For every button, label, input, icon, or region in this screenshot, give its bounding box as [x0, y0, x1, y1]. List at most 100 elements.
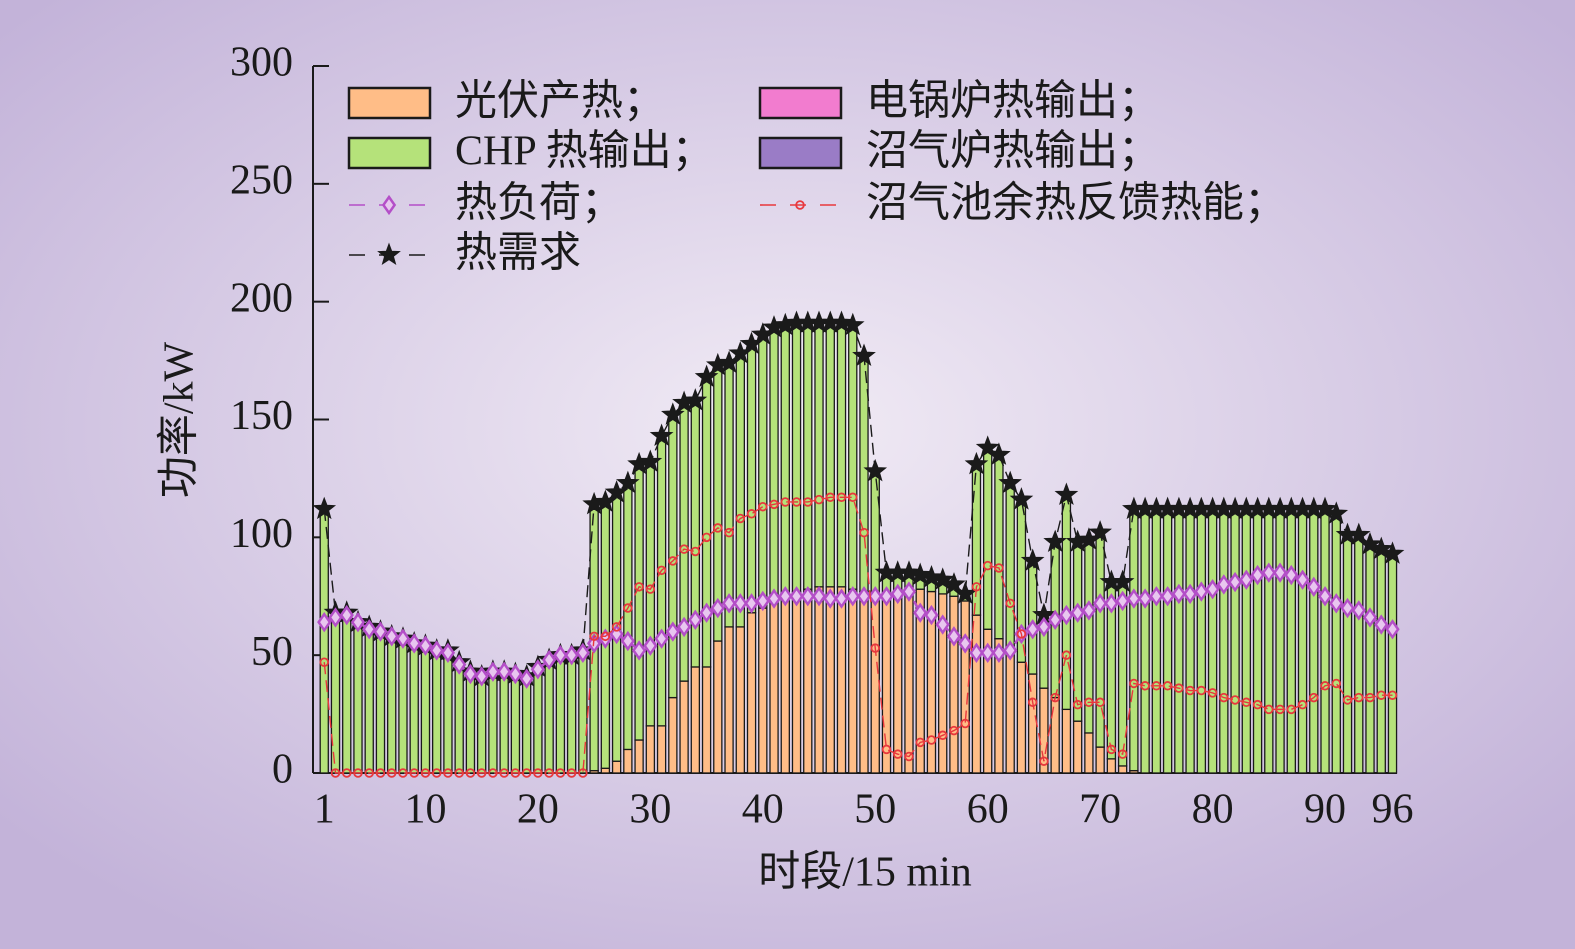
line-marker: [1061, 650, 1072, 660]
bar-segment: [1331, 513, 1341, 774]
bar-segment: [701, 666, 712, 774]
line-marker: [1162, 681, 1173, 691]
line-marker: [631, 640, 647, 661]
x-tick-label: 10: [404, 787, 446, 833]
line-marker: [409, 768, 419, 778]
line-marker: [1016, 629, 1027, 639]
bar-segment: [1241, 508, 1252, 774]
x-tick-label: 30: [629, 787, 671, 833]
line-marker: [769, 499, 779, 510]
line-marker: [1036, 616, 1052, 638]
bar-segment: [454, 661, 464, 774]
line-marker: [814, 494, 824, 505]
bar-segment: [1174, 508, 1184, 774]
x-tick-label: 90: [1304, 787, 1346, 833]
bar-segment: [836, 322, 847, 588]
line-marker: [1137, 588, 1153, 609]
line-marker: [1275, 704, 1285, 715]
line-marker: [1126, 588, 1141, 609]
line-marker: [690, 546, 701, 557]
bar-segment: [949, 595, 959, 774]
line-marker: [1313, 496, 1337, 520]
bar-segment: [420, 645, 431, 774]
line-marker: [476, 768, 487, 778]
line-marker: [870, 643, 880, 653]
line-marker: [946, 626, 962, 647]
line-marker: [969, 642, 984, 663]
bar-segment: [342, 612, 352, 774]
line-marker: [1070, 602, 1085, 623]
bar-segment: [443, 649, 453, 774]
bar-segment: [1365, 543, 1375, 774]
line-marker: [1295, 569, 1310, 590]
line-marker: [780, 497, 791, 507]
line-marker: [1050, 692, 1060, 703]
bar-segment: [1095, 746, 1105, 774]
legend-swatch: [758, 86, 843, 120]
bar-segment: [1320, 508, 1330, 774]
line-marker: [1009, 487, 1034, 510]
line-marker: [791, 497, 802, 507]
line-marker: [823, 588, 838, 609]
line-marker: [1374, 614, 1389, 635]
line-marker: [1171, 583, 1186, 605]
line-marker: [553, 644, 568, 666]
line-marker: [407, 633, 422, 654]
bar-segment: [387, 635, 397, 774]
line-marker: [879, 586, 894, 607]
line-marker: [497, 661, 512, 682]
bar-segment: [1309, 508, 1319, 774]
line-marker: [982, 560, 993, 571]
line-marker: [1331, 678, 1342, 689]
bar-segment: [1264, 508, 1274, 774]
line-marker: [431, 768, 442, 778]
line-marker: [901, 581, 917, 602]
line-marker: [829, 310, 854, 333]
line-marker: [994, 563, 1004, 573]
line-marker: [1104, 593, 1119, 614]
bar-segment: [623, 748, 633, 774]
legend-label: 光伏产热；: [455, 79, 665, 125]
line-marker: [980, 642, 995, 663]
line-marker: [935, 614, 950, 635]
bar-segment: [578, 649, 588, 774]
line-marker: [566, 768, 577, 778]
bar-segment: [1230, 508, 1240, 774]
bar-segment: [1061, 708, 1072, 774]
bar-segment: [1106, 758, 1117, 774]
line-marker: [398, 768, 408, 778]
bar-segment: [510, 673, 521, 774]
bar-segment: [1005, 482, 1015, 652]
line-marker: [616, 470, 640, 494]
line-marker: [1182, 583, 1198, 605]
line-marker: [1340, 597, 1355, 619]
bar-segment: [836, 586, 847, 774]
bar-segment: [566, 654, 577, 774]
legend-swatch: [347, 86, 432, 120]
line-marker: [328, 607, 343, 628]
line-marker: [1129, 678, 1139, 689]
line-marker: [930, 567, 955, 590]
legend-label: 电锅炉热输出；: [866, 79, 1160, 125]
line-marker: [508, 663, 523, 685]
bar-segment: [982, 447, 993, 630]
line-marker: [1261, 562, 1276, 583]
line-marker: [1151, 681, 1162, 691]
bar-segment: [780, 595, 790, 774]
bar-segment: [1354, 534, 1364, 774]
bar-segment: [746, 343, 757, 614]
line-marker: [1084, 697, 1094, 708]
line-marker: [1115, 590, 1130, 612]
line-marker: [892, 749, 903, 759]
bar-segment: [1219, 508, 1229, 774]
line-marker: [998, 470, 1022, 494]
bar-segment: [1061, 494, 1072, 711]
line-marker: [1320, 681, 1330, 691]
legend-label: 沼气炉热输出；: [866, 129, 1160, 175]
line-marker: [1272, 562, 1288, 583]
legend-label: CHP 热输出；: [455, 129, 714, 175]
line-marker: [1365, 692, 1375, 703]
line-marker: [1020, 548, 1045, 571]
line-marker: [1005, 598, 1015, 609]
line-marker: [645, 584, 656, 594]
